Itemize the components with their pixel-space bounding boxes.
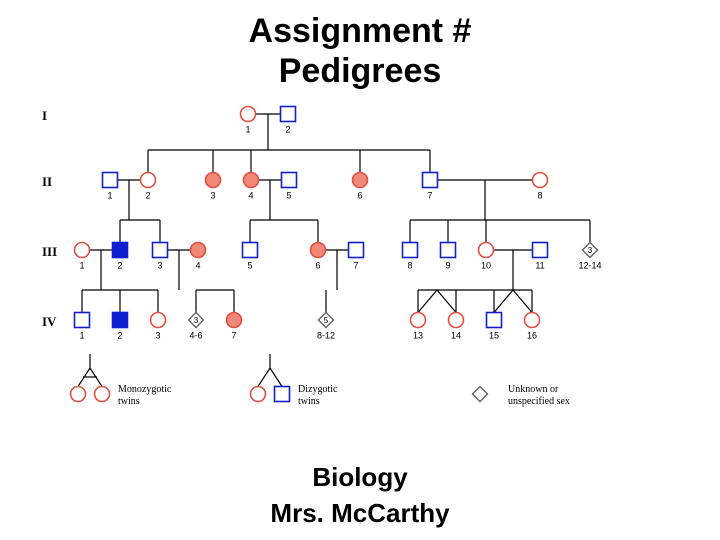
legend-female [71,387,86,402]
male-symbol [75,313,90,328]
female-symbol [525,313,540,328]
legend-label: unspecified sex [508,396,570,407]
person-number: 13 [413,331,423,341]
person-number: 6 [357,191,362,201]
male-symbol [403,243,418,258]
legend-label: twins [118,396,140,407]
diamond-count: 5 [324,316,329,325]
generation-label: IV [42,314,57,329]
person-number: 9 [445,261,450,271]
generation-label: III [42,244,57,259]
person-number: 1 [79,331,84,341]
person-number: 12-14 [578,261,601,271]
person-number: 6 [315,261,320,271]
diamond-count: 3 [194,316,199,325]
male-symbol [243,243,258,258]
person-number: 8-12 [317,331,335,341]
legend-male [275,387,290,402]
person-number: 3 [157,261,162,271]
person-number: 7 [353,261,358,271]
legend-label: Monozygotic [118,384,172,395]
generation-label: II [42,174,52,189]
male-symbol [113,243,128,258]
person-number: 10 [481,261,491,271]
person-number: 5 [286,191,291,201]
female-symbol [533,173,548,188]
female-symbol [151,313,166,328]
legend-label: twins [298,396,320,407]
female-symbol [353,173,368,188]
person-number: 15 [489,331,499,341]
generation-label: I [42,108,47,123]
legend-female [251,387,266,402]
person-number: 8 [407,261,412,271]
pedigree-line [418,290,437,313]
male-symbol [423,173,438,188]
female-symbol [206,173,221,188]
legend-label: Unknown or [508,384,559,395]
male-symbol [113,313,128,328]
person-number: 2 [285,125,290,135]
person-number: 4-6 [189,331,202,341]
pedigree-line [437,290,456,313]
diamond-count: 3 [588,246,593,255]
person-number: 7 [231,331,236,341]
male-symbol [103,173,118,188]
person-number: 2 [145,191,150,201]
male-symbol [487,313,502,328]
male-symbol [282,173,297,188]
female-symbol [227,313,242,328]
pedigree-chart: IIIIIIIV12123456781234567891011312-14123… [0,0,720,540]
female-symbol [241,107,256,122]
person-number: 8 [537,191,542,201]
female-symbol [141,173,156,188]
pedigree-line [513,290,532,313]
female-symbol [244,173,259,188]
person-number: 11 [535,261,544,271]
person-number: 1 [107,191,112,201]
pedigree-line [270,368,282,387]
male-symbol [349,243,364,258]
person-number: 2 [117,331,122,341]
person-number: 14 [451,331,461,341]
legend-female [95,387,110,402]
female-symbol [411,313,426,328]
female-symbol [479,243,494,258]
female-symbol [449,313,464,328]
person-number: 4 [248,191,253,201]
person-number: 3 [155,331,160,341]
pedigree-line [258,368,270,387]
person-number: 16 [527,331,537,341]
person-number: 7 [427,191,432,201]
male-symbol [441,243,456,258]
female-symbol [75,243,90,258]
person-number: 3 [210,191,215,201]
person-number: 1 [79,261,84,271]
legend-diamond [473,387,488,402]
person-number: 1 [245,125,250,135]
person-number: 5 [247,261,252,271]
person-number: 2 [117,261,122,271]
person-number: 4 [195,261,200,271]
male-symbol [153,243,168,258]
female-symbol [311,243,326,258]
legend-label: Dizygotic [298,384,338,395]
female-symbol [191,243,206,258]
male-symbol [281,107,296,122]
pedigree-line [494,290,513,313]
male-symbol [533,243,548,258]
